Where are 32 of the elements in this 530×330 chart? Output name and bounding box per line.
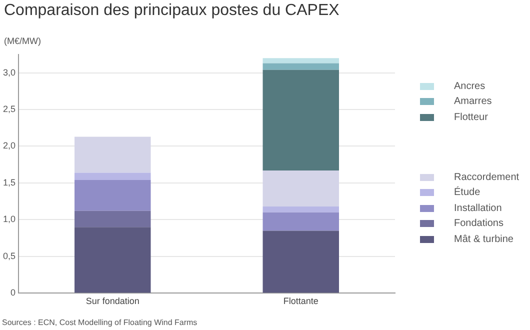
- y-tick-label: 2,0: [2, 140, 16, 151]
- y-tick-label: 1,0: [2, 214, 16, 224]
- y-tick-label: 3,0: [2, 67, 16, 78]
- x-tick-label: Sur fondation: [86, 296, 140, 306]
- y-tick-label: 0: [10, 288, 16, 298]
- x-tick-label: Flottante: [283, 296, 318, 306]
- legend-label: Amarres: [454, 96, 492, 108]
- bar: [74, 227, 151, 293]
- bar: [262, 206, 339, 212]
- legend-label: Installation: [454, 202, 502, 214]
- bar: [74, 172, 151, 180]
- bar: [262, 58, 339, 64]
- legend-label: Raccordement: [454, 172, 520, 183]
- y-tick-label: 0,5: [2, 250, 16, 261]
- bar: [262, 170, 339, 206]
- bar: [262, 70, 339, 170]
- y-axis-title: (M€/MW): [4, 36, 41, 46]
- bar: [262, 212, 339, 231]
- y-tick-label: 2,5: [2, 104, 16, 114]
- legend-label: Flotteur: [454, 112, 488, 123]
- legend-label: Ancres: [454, 80, 486, 92]
- legend-label: Fondations: [454, 218, 504, 230]
- bar: [74, 210, 151, 228]
- bar: [74, 136, 151, 173]
- bar: [262, 63, 339, 70]
- bar: [74, 180, 151, 211]
- bar: [262, 230, 339, 293]
- chart-title: Comparaison des principaux postes du CAPEX: [4, 2, 340, 20]
- source-note: Sources : ECN, Cost Modelling of Floating Wind Farms: [2, 318, 198, 327]
- legend-label: Mât & turbine: [454, 234, 514, 245]
- y-tick-label: 1,5: [2, 177, 16, 188]
- legend-label: Étude: [454, 187, 480, 198]
